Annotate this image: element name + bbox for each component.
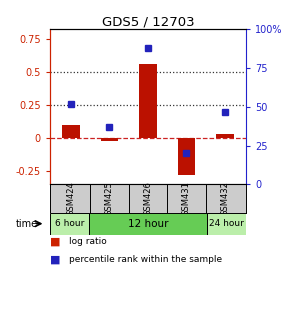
Text: GSM425: GSM425 xyxy=(105,181,114,216)
Text: ■: ■ xyxy=(50,236,60,246)
Bar xyxy=(178,138,195,175)
Text: ■: ■ xyxy=(50,254,60,264)
Text: time: time xyxy=(16,219,38,229)
Bar xyxy=(50,213,89,235)
Bar xyxy=(139,64,157,138)
Text: GSM426: GSM426 xyxy=(144,181,152,216)
Text: 12 hour: 12 hour xyxy=(128,219,168,229)
Bar xyxy=(62,125,80,138)
Bar xyxy=(101,138,118,141)
Title: GDS5 / 12703: GDS5 / 12703 xyxy=(102,15,194,28)
Text: percentile rank within the sample: percentile rank within the sample xyxy=(69,255,222,264)
Bar xyxy=(89,213,207,235)
Bar xyxy=(207,213,246,235)
Text: GSM424: GSM424 xyxy=(67,181,76,216)
Text: GSM431: GSM431 xyxy=(182,181,191,216)
Text: 24 hour: 24 hour xyxy=(209,219,244,228)
Bar xyxy=(216,134,234,138)
Text: 6 hour: 6 hour xyxy=(55,219,84,228)
Text: GSM432: GSM432 xyxy=(220,181,229,216)
Text: log ratio: log ratio xyxy=(69,237,107,246)
